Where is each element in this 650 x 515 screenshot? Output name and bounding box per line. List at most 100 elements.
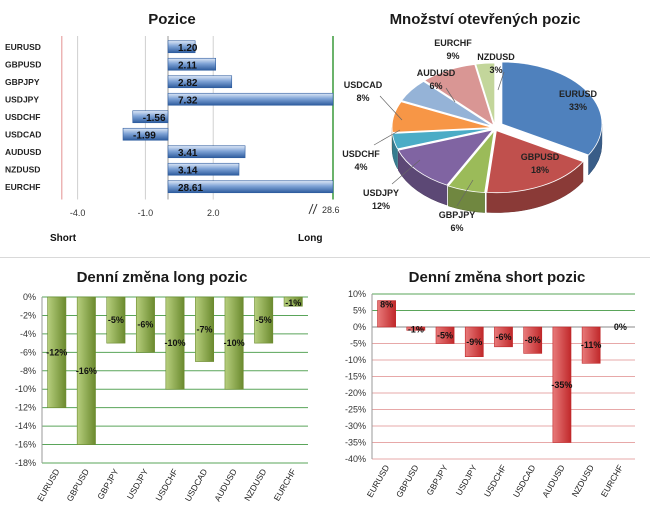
positions-category-label: NZDUSD (5, 164, 40, 174)
short-value-label: 0% (614, 322, 627, 332)
long-x-tick-label: GBPJPY (95, 467, 121, 501)
long-y-tick-label: 0% (23, 292, 36, 302)
long-x-tick-label: USDCAD (183, 467, 210, 503)
short-x-tick-label: NZDUSD (570, 463, 596, 499)
short-x-tick-label: GBPUSD (394, 463, 421, 499)
long-x-tick-label: EURUSD (35, 467, 62, 503)
short-y-tick-label: 5% (353, 306, 366, 316)
long-y-tick-label: -16% (15, 440, 36, 450)
positions-value-label: 1.20 (178, 43, 198, 54)
pie-slice-percent: 6% (429, 81, 442, 91)
short-y-tick-label: 0% (353, 322, 366, 332)
long-y-tick-label: -8% (20, 366, 36, 376)
long-value-label: -6% (137, 320, 153, 330)
positions-value-label: 3.14 (178, 165, 198, 176)
positions-chart-title: Pozice (148, 11, 196, 28)
short-y-tick-label: 10% (348, 289, 366, 299)
positions-category-label: AUDUSD (5, 147, 41, 157)
long-label: Long (298, 233, 322, 244)
positions-category-label: USDJPY (5, 94, 39, 104)
long-change-chart: Denní změna long pozic 0% -2% -4% -6% -8% -10… (0, 258, 325, 510)
pie-slice-percent: 8% (356, 93, 369, 103)
positions-category-label: GBPJPY (5, 77, 40, 87)
pie-slice-name: EURUSD (559, 89, 598, 99)
open-positions-pie-title: Množství otevřených pozic (390, 11, 581, 28)
positions-category-label: USDCAD (5, 129, 41, 139)
short-y-tick-label: -15% (345, 372, 366, 382)
positions-value-label: 7.32 (178, 95, 198, 106)
short-x-tick-label: USDCHF (482, 463, 508, 499)
long-y-tick-label: -12% (15, 403, 36, 413)
long-x-tick-label: GBPUSD (64, 467, 91, 503)
long-x-tick-label: USDJPY (125, 467, 151, 501)
long-x-tick-label: NZDUSD (242, 467, 268, 503)
axis-break-icon (309, 204, 317, 214)
short-change-chart: Denní změna short pozic 10%5%0%-5%-10%-1… (325, 258, 650, 510)
pie-slice-name: NZDUSD (477, 52, 515, 62)
positions-x-tick-label: 2.0 (207, 208, 220, 218)
pie-slice-percent: 12% (372, 201, 390, 211)
positions-category-label: EURCHF (5, 182, 40, 192)
long-y-tick-label: -6% (20, 347, 36, 357)
positions-x-tick-label: -4.0 (70, 208, 86, 218)
positions-axis-break-label: 28.6 (322, 205, 340, 215)
short-value-label: -5% (437, 330, 453, 340)
open-positions-pie-chart: Množství otevřených pozic EURUSD33%GBPUS… (340, 0, 650, 255)
short-x-tick-label: EURCHF (599, 463, 625, 499)
short-value-label: -35% (551, 380, 572, 390)
long-y-tick-label: -2% (20, 310, 36, 320)
long-x-tick-label: USDCHF (153, 467, 179, 503)
long-value-label: -5% (256, 315, 272, 325)
short-value-label: -9% (466, 337, 482, 347)
long-x-tick-label: AUDUSD (212, 467, 239, 503)
long-value-label: -16% (76, 366, 97, 376)
long-value-label: -12% (46, 347, 67, 357)
pie-slice-name: GBPJPY (439, 210, 476, 220)
short-change-chart-title: Denní změna short pozic (409, 269, 586, 286)
positions-x-tick-label: -1.0 (138, 208, 154, 218)
positions-value-label: 2.11 (178, 60, 197, 71)
pie-slice-percent: 4% (354, 162, 367, 172)
short-y-tick-label: -5% (350, 339, 366, 349)
short-x-tick-label: GBPJPY (424, 463, 450, 497)
positions-category-label: USDCHF (5, 112, 40, 122)
short-x-tick-label: EURUSD (365, 463, 392, 499)
pie-slice-percent: 6% (450, 223, 463, 233)
short-value-label: 8% (380, 300, 393, 310)
long-value-label: -10% (224, 338, 245, 348)
short-y-tick-label: -35% (345, 438, 366, 448)
long-value-label: -1% (285, 298, 301, 308)
long-x-tick-label: EURCHF (272, 467, 298, 503)
long-change-chart-panel: Denní změna long pozic 0% -2% -4% -6% -8% -10… (0, 258, 325, 510)
pie-slice-percent: 9% (446, 51, 459, 61)
short-value-label: -11% (581, 340, 602, 350)
pie-slice-name: GBPUSD (521, 152, 560, 162)
positions-value-label: -1.56 (143, 113, 166, 124)
pie-slice-name: USDJPY (363, 188, 399, 198)
long-y-tick-label: -14% (15, 421, 36, 431)
short-value-label: -1% (408, 324, 424, 334)
long-value-label: -10% (164, 338, 185, 348)
long-change-chart-title: Denní změna long pozic (77, 269, 248, 286)
short-x-tick-label: AUDUSD (540, 463, 567, 499)
long-y-tick-label: -10% (15, 384, 36, 394)
positions-value-label: 28.61 (178, 183, 203, 194)
long-y-tick-label: -4% (20, 329, 36, 339)
short-x-tick-label: USDJPY (454, 463, 480, 497)
positions-value-label: 2.82 (178, 78, 198, 89)
short-x-tick-label: USDCAD (511, 463, 538, 499)
short-label: Short (50, 233, 77, 244)
short-change-chart-panel: Denní změna short pozic 10%5%0%-5%-10%-1… (325, 258, 650, 510)
long-y-tick-label: -18% (15, 458, 36, 468)
pie-slice-percent: 18% (531, 165, 549, 175)
pie-slice-name: EURCHF (434, 38, 472, 48)
short-y-tick-label: -25% (345, 405, 366, 415)
short-value-label: -8% (525, 335, 541, 345)
positions-value-label: -1.99 (133, 130, 156, 141)
pie-slice-name: USDCAD (344, 80, 383, 90)
positions-category-label: GBPUSD (5, 59, 41, 69)
pie-slice-percent: 3% (489, 65, 502, 75)
